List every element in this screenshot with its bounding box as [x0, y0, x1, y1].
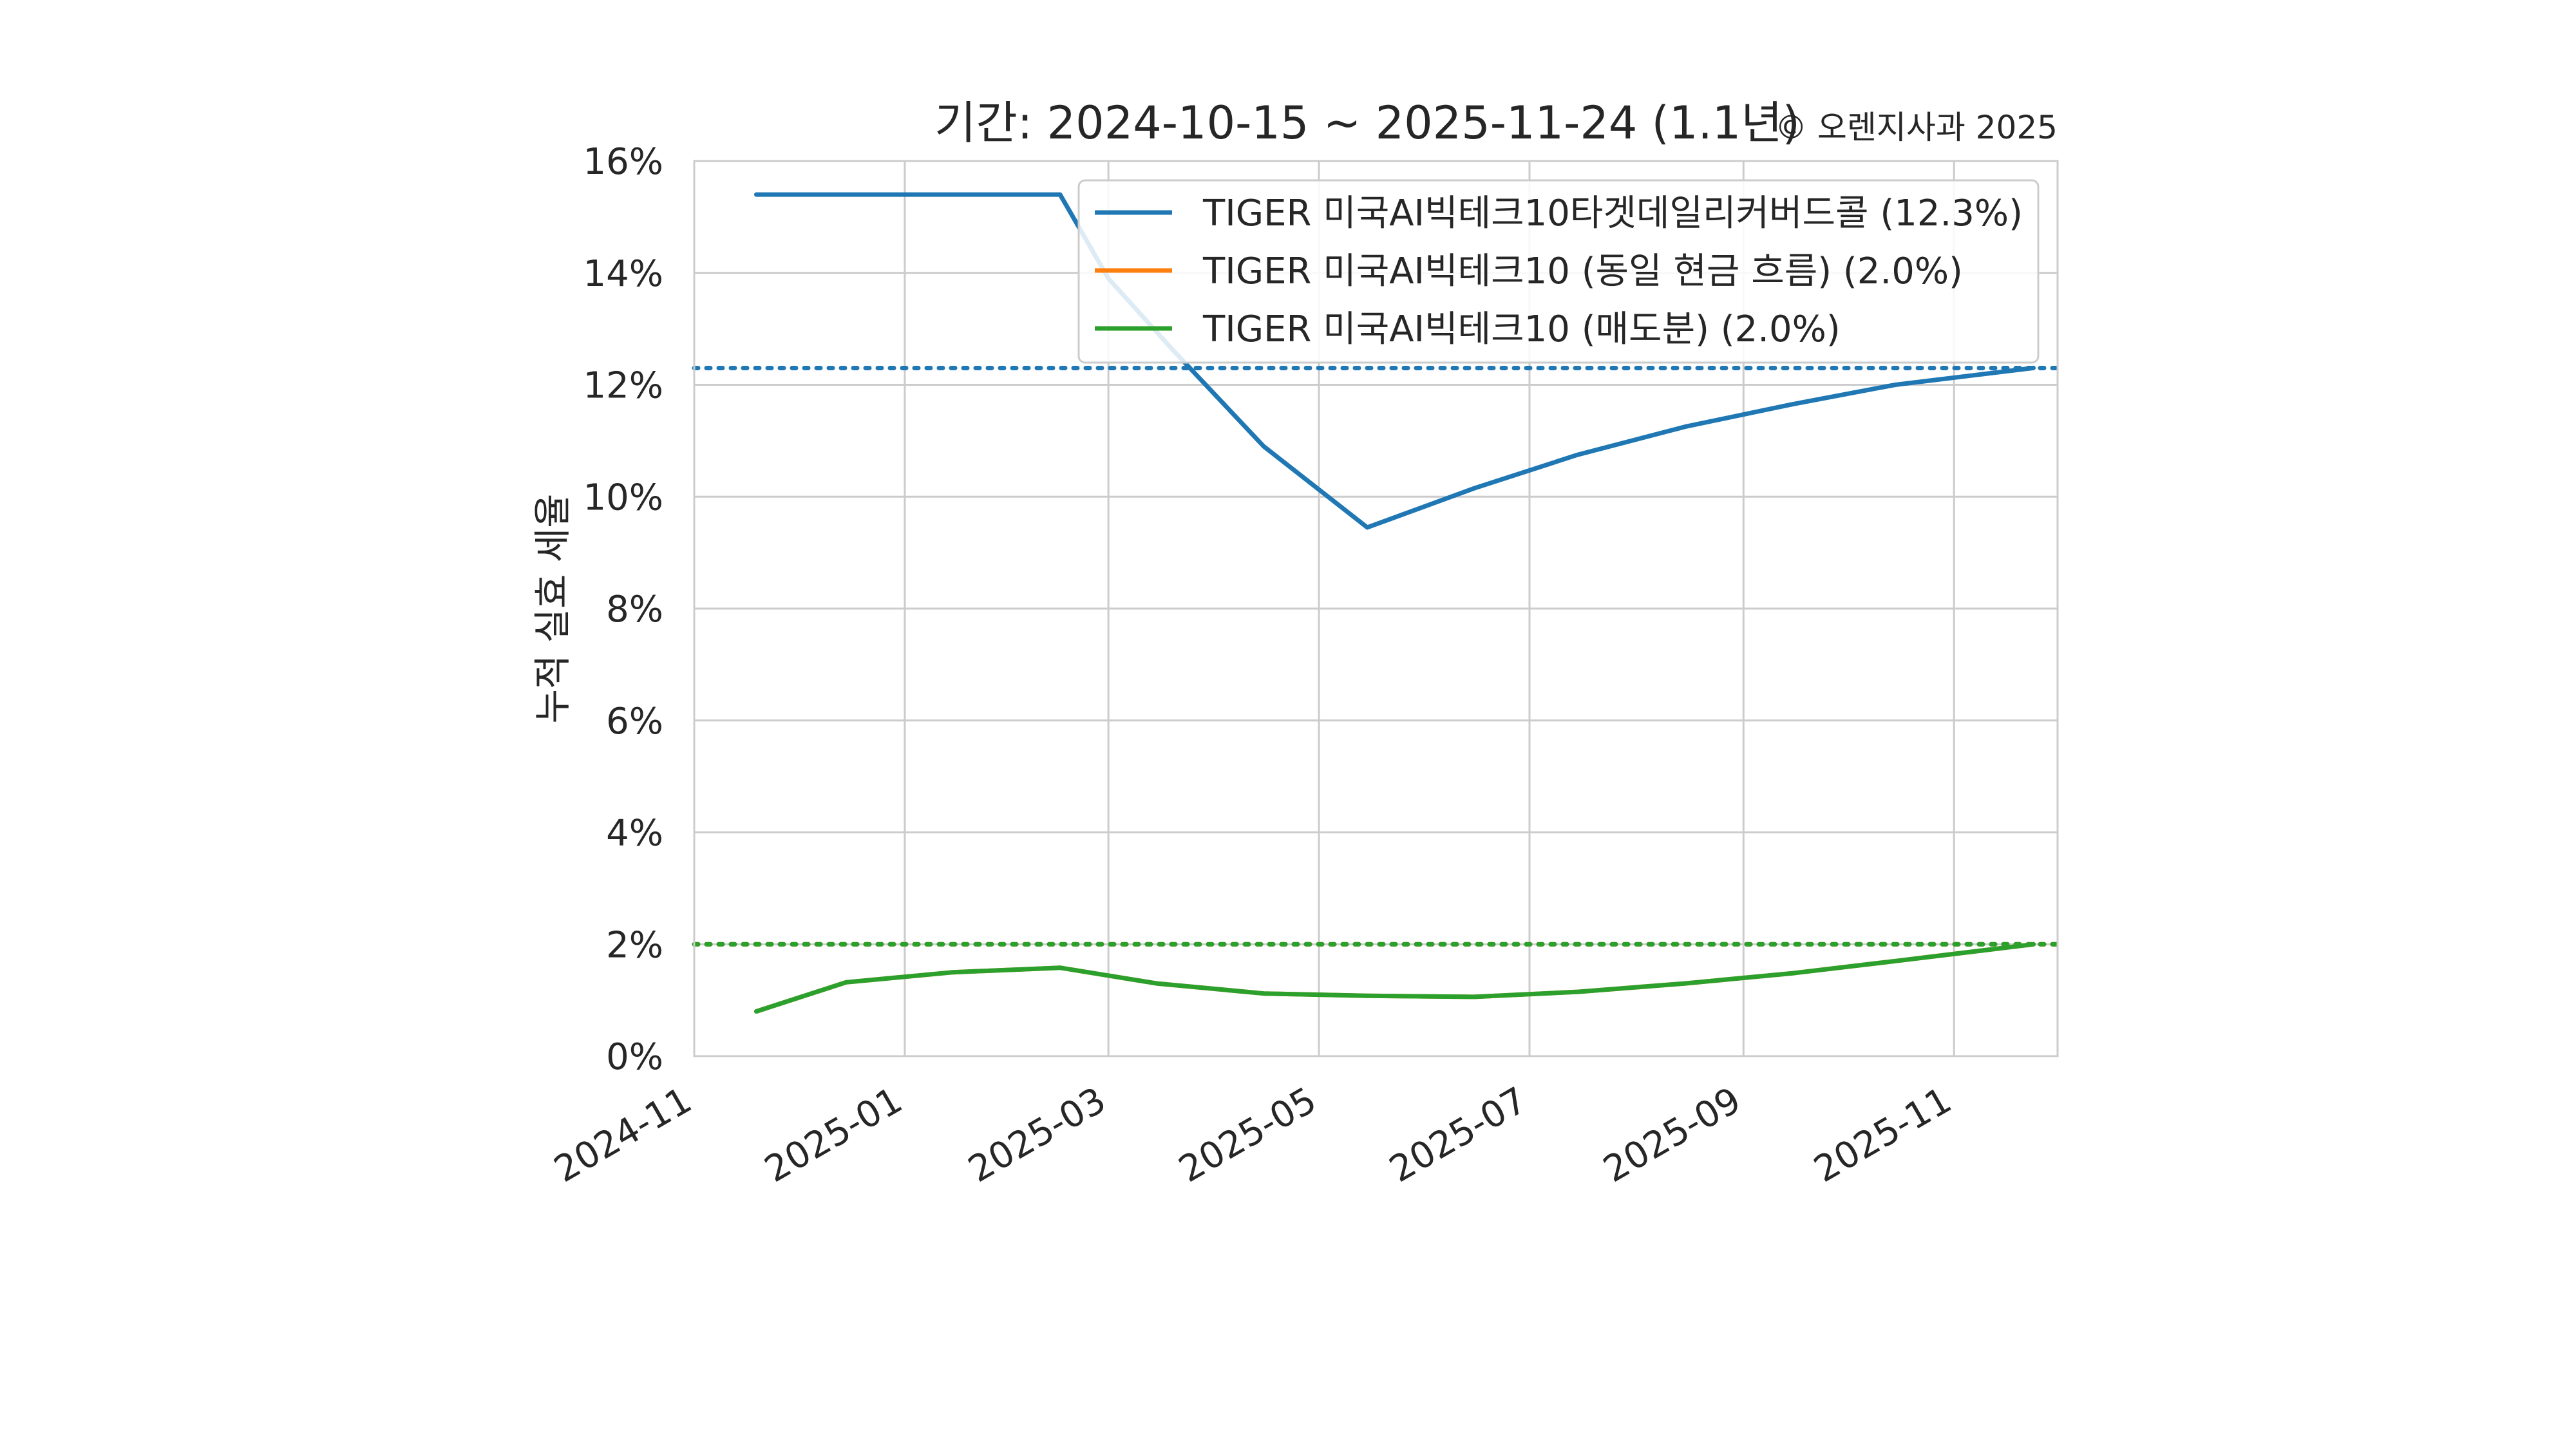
y-tick-label: 16% — [583, 141, 663, 183]
legend: TIGER 미국AI빅테크10타겟데일리커버드콜 (12.3%) TIGER 미국… — [1077, 179, 2040, 364]
reference-lines — [692, 365, 2060, 947]
x-tick-label: 2025-05 — [1172, 1079, 1323, 1191]
plot-frame — [693, 160, 2059, 1057]
chart-credit: © 오렌지사과 2025 — [1775, 109, 2058, 146]
y-axis-title: 누적 실효 세율 — [531, 493, 574, 723]
y-tick-label: 0% — [606, 1036, 663, 1078]
legend-label-2: TIGER 미국AI빅테크10 (동일 현금 흐름) (2.0%) — [1202, 251, 1963, 292]
legend-box — [1077, 179, 2040, 364]
y-tick-label: 4% — [606, 813, 663, 855]
y-tick-label: 6% — [606, 701, 663, 743]
x-tick-label: 2025-01 — [758, 1079, 909, 1191]
series-layer — [754, 192, 2036, 1014]
y-tick-label: 8% — [606, 589, 663, 630]
series-line-1 — [754, 192, 2036, 530]
x-tick-label: 2025-11 — [1807, 1079, 1958, 1191]
y-tick-label: 10% — [583, 477, 663, 518]
x-tick-label: 2025-07 — [1383, 1079, 1534, 1191]
legend-label-3: TIGER 미국AI빅테크10 (매도분) (2.0%) — [1202, 308, 1841, 350]
y-tick-label: 2% — [606, 924, 663, 966]
x-axis: 2024-11 2025-01 2025-03 2025-05 2025-07 2025-… — [547, 1079, 1958, 1191]
y-tick-label: 12% — [583, 365, 663, 407]
x-tick-label: 2025-03 — [961, 1079, 1113, 1191]
series-line-3 — [754, 942, 2036, 1014]
legend-label-1: TIGER 미국AI빅테크10타겟데일리커버드콜 (12.3%) — [1202, 193, 2023, 234]
x-tick-label: 2025-09 — [1596, 1079, 1748, 1191]
series-line-2 — [754, 942, 2036, 1014]
chart-title: 기간: 2024-10-15 ~ 2025-11-24 (1.1년) — [934, 97, 1800, 149]
y-tick-label: 14% — [583, 253, 663, 295]
y-axis: 0% 2% 4% 6% 8% 10% 12% 14% 16% — [583, 141, 663, 1078]
x-tick-label: 2024-11 — [547, 1079, 699, 1191]
